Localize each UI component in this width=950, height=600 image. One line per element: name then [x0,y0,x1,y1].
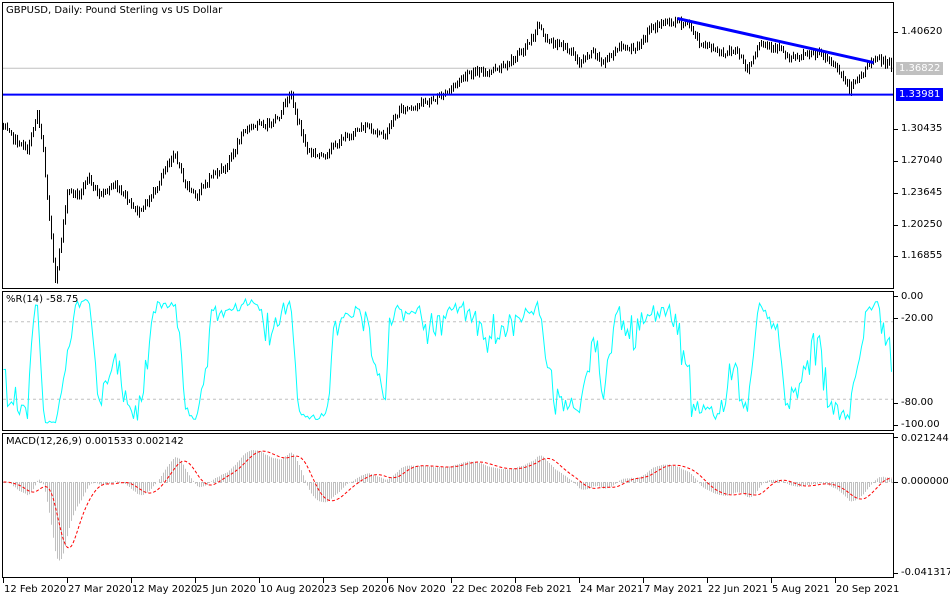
support-price-tag[interactable]: 1.33981 [896,88,943,101]
price-tick: 1.40620 [901,26,943,37]
date-label: 25 Jun 2020 [196,584,257,595]
date-label: 24 Mar 2021 [580,584,644,595]
macd-panel-frame [2,433,894,578]
price-tick: 1.20250 [901,219,943,230]
resistance-trend-line[interactable] [677,17,874,65]
macd-signal-line [3,450,892,549]
wpr-line [3,297,892,424]
date-label: 20 Sep 2021 [836,584,900,595]
macd-tick: 0.021244 [901,433,949,444]
macd-series [3,450,892,561]
price-tick: 1.23645 [901,187,943,198]
drawn-lines[interactable] [3,17,893,96]
date-label: 5 Aug 2021 [772,584,830,595]
price-tick: 1.30435 [901,123,943,134]
date-label: 12 Feb 2020 [4,584,67,595]
chart-title: GBPUSD, Daily: Pound Sterling vs US Doll… [6,5,223,16]
axis-ticks [3,32,898,583]
date-label: 12 May 2020 [132,584,198,595]
price-tick: 1.16855 [901,250,943,261]
wpr-tick: 0.00 [901,291,924,302]
macd-label: MACD(12,26,9) 0.001533 0.002142 [6,436,184,447]
price-tick: 1.27040 [901,155,943,166]
wpr-series [3,297,892,424]
price-bars [3,16,892,284]
wpr-tick: -80.00 [901,397,934,408]
wpr-tick: -20.00 [901,313,934,324]
date-label: 10 Aug 2020 [260,584,325,595]
date-label: 22 Dec 2020 [452,584,516,595]
wpr-panel-frame [2,291,894,431]
panel-frames [2,2,894,578]
date-label: 27 Mar 2020 [68,584,132,595]
level-lines [3,67,893,483]
date-label: 7 May 2021 [644,584,703,595]
date-label: 23 Sep 2020 [324,584,388,595]
bid-price-tag: 1.36822 [896,62,943,75]
date-label: 8 Feb 2021 [516,584,572,595]
macd-tick: -0.041317 [901,567,950,578]
date-label: 6 Nov 2020 [388,584,446,595]
wpr-label: %R(14) -58.75 [6,294,79,305]
macd-tick: 0.000000 [901,476,949,487]
wpr-tick: -100.00 [901,419,940,430]
main-panel-frame [2,2,894,289]
date-label: 22 Jun 2021 [708,584,769,595]
